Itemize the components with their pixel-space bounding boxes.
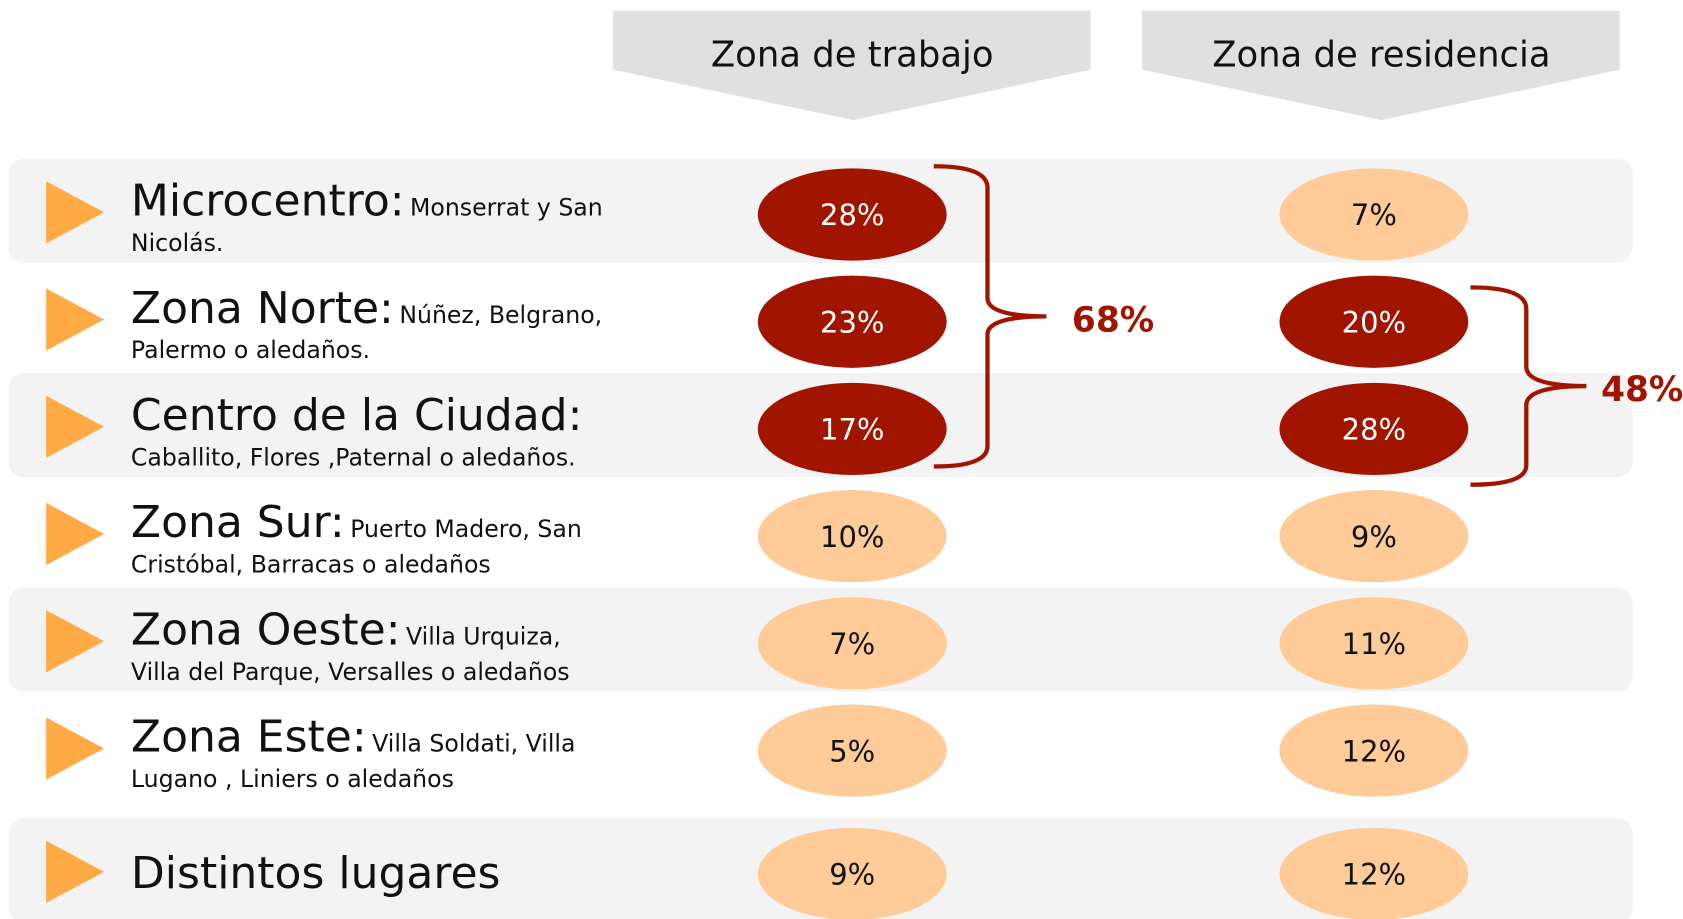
value-ellipse — [757, 597, 947, 690]
value-ellipse — [757, 704, 947, 797]
zone-detail: Palermo o aledaños. — [131, 336, 370, 364]
value-ellipse — [757, 490, 947, 583]
bullet-triangle — [46, 288, 105, 351]
zone-line: Zona Oeste: Villa Urquiza, — [131, 604, 561, 655]
zone-detail: Cristóbal, Barracas o aledaños — [131, 551, 491, 579]
zone-name: Microcentro: — [131, 176, 405, 227]
value-ellipse — [1279, 168, 1469, 261]
bullet-triangle — [46, 717, 105, 780]
value-ellipse — [1279, 704, 1469, 797]
value-label: 9% — [1351, 520, 1397, 554]
header-shape — [1142, 10, 1620, 121]
zone-line: Centro de la Ciudad: — [131, 390, 582, 441]
value-ellipse — [1279, 597, 1469, 690]
zone-name: Zona Oeste: — [131, 604, 401, 655]
zone-name: Zona Este: — [131, 712, 367, 763]
value-label: 5% — [829, 734, 875, 768]
value-ellipse — [757, 382, 947, 476]
value-label: 11% — [1342, 627, 1406, 661]
value-label: 20% — [1342, 305, 1406, 339]
zone-name: Zona Sur: — [131, 497, 345, 548]
zone-detail: Villa Soldati, Villa — [372, 730, 575, 758]
zone-detail: Caballito, Flores ,Paternal o aledaños. — [131, 443, 576, 471]
value-label: 17% — [820, 413, 884, 447]
column-header: Zona de trabajo — [711, 35, 994, 76]
zone-line: Zona Norte: Núñez, Belgrano, — [131, 283, 602, 334]
zone-detail: Nicolás. — [131, 229, 223, 257]
value-label: 28% — [1342, 413, 1406, 447]
value-ellipse — [757, 827, 947, 919]
zone-detail: Villa del Parque, Versalles o aledaños — [131, 658, 570, 686]
zone-line: Microcentro: Monserrat y San — [131, 176, 603, 227]
bracket — [1470, 285, 1587, 487]
zone-name: Distintos lugares — [131, 848, 501, 899]
value-ellipse — [757, 168, 947, 261]
zone-line: Zona Sur: Puerto Madero, San — [131, 497, 582, 548]
zone-detail: Villa Urquiza, — [406, 622, 561, 650]
bracket-label: 68% — [1072, 300, 1154, 340]
value-label: 7% — [829, 627, 875, 661]
zone-detail: Puerto Madero, San — [350, 515, 582, 543]
bullet-triangle — [46, 181, 105, 244]
bullet-triangle — [46, 395, 105, 458]
zone-name: Centro de la Ciudad: — [131, 390, 582, 441]
bracket-label: 48% — [1601, 370, 1683, 410]
value-label: 7% — [1351, 198, 1397, 232]
value-label: 9% — [829, 858, 875, 892]
value-ellipse — [1279, 490, 1469, 583]
value-ellipse — [1279, 827, 1469, 919]
bracket — [933, 164, 1047, 469]
value-label: 28% — [820, 198, 884, 232]
zone-detail: Monserrat y San — [410, 194, 603, 222]
value-label: 10% — [820, 520, 884, 554]
bullet-triangle — [46, 840, 105, 903]
value-label: 12% — [1342, 858, 1406, 892]
value-ellipse — [1279, 275, 1469, 368]
zone-name: Zona Norte: — [131, 283, 394, 334]
value-ellipse — [757, 275, 947, 368]
zone-line: Zona Este: Villa Soldati, Villa — [131, 712, 575, 763]
value-ellipse — [1279, 382, 1469, 476]
header-shape — [612, 10, 1091, 121]
bullet-triangle — [46, 610, 105, 673]
column-header: Zona de residencia — [1212, 35, 1550, 76]
bullet-triangle — [46, 502, 105, 566]
value-label: 23% — [820, 305, 884, 339]
value-label: 12% — [1342, 734, 1406, 768]
zone-detail: Lugano , Liniers o aledaños — [131, 765, 454, 793]
zone-detail: Núñez, Belgrano, — [399, 301, 602, 329]
